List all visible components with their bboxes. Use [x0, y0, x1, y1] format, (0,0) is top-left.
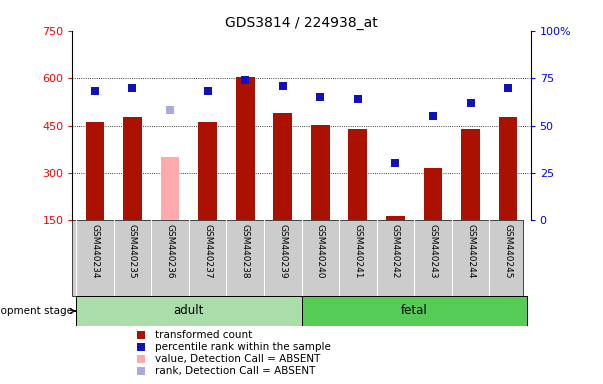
Point [353, 96, 362, 102]
Point [136, 356, 146, 362]
Text: GSM440234: GSM440234 [90, 224, 99, 279]
Bar [302, 296, 527, 326]
Text: GSM440235: GSM440235 [128, 224, 137, 279]
Bar [349, 129, 367, 220]
Point [391, 161, 400, 167]
Text: GSM440241: GSM440241 [353, 224, 362, 279]
Bar [461, 129, 480, 220]
Point [136, 344, 146, 350]
Bar [198, 122, 217, 220]
Bar [76, 296, 302, 326]
Text: adult: adult [174, 305, 204, 318]
Point [315, 94, 325, 100]
Text: percentile rank within the sample: percentile rank within the sample [155, 342, 330, 352]
Text: transformed count: transformed count [155, 330, 252, 340]
Text: value, Detection Call = ABSENT: value, Detection Call = ABSENT [155, 354, 320, 364]
Bar [386, 216, 405, 220]
Title: GDS3814 / 224938_at: GDS3814 / 224938_at [225, 16, 378, 30]
Bar [236, 76, 254, 220]
Text: GSM440242: GSM440242 [391, 224, 400, 278]
Point [136, 332, 146, 338]
Bar [123, 117, 142, 220]
Point [203, 88, 212, 94]
Text: development stage: development stage [0, 306, 76, 316]
Text: rank, Detection Call = ABSENT: rank, Detection Call = ABSENT [155, 366, 315, 376]
Point [278, 83, 288, 89]
Point [136, 368, 146, 374]
Point [504, 84, 513, 91]
Bar [311, 124, 330, 220]
Text: fetal: fetal [401, 305, 428, 318]
Bar [423, 168, 443, 220]
Bar [86, 122, 104, 220]
Text: GSM440236: GSM440236 [166, 224, 174, 279]
Point [165, 107, 175, 113]
Bar [160, 157, 180, 220]
Point [428, 113, 438, 119]
Point [241, 77, 250, 83]
Point [128, 84, 137, 91]
Text: GSM440240: GSM440240 [316, 224, 325, 279]
Text: GSM440244: GSM440244 [466, 224, 475, 278]
Text: GSM440238: GSM440238 [241, 224, 250, 279]
Bar [273, 113, 292, 220]
Text: GSM440237: GSM440237 [203, 224, 212, 279]
Text: GSM440243: GSM440243 [429, 224, 437, 279]
Text: GSM440239: GSM440239 [278, 224, 287, 279]
Point [466, 100, 475, 106]
Text: GSM440245: GSM440245 [504, 224, 513, 279]
Point [90, 88, 99, 94]
Bar [499, 117, 517, 220]
